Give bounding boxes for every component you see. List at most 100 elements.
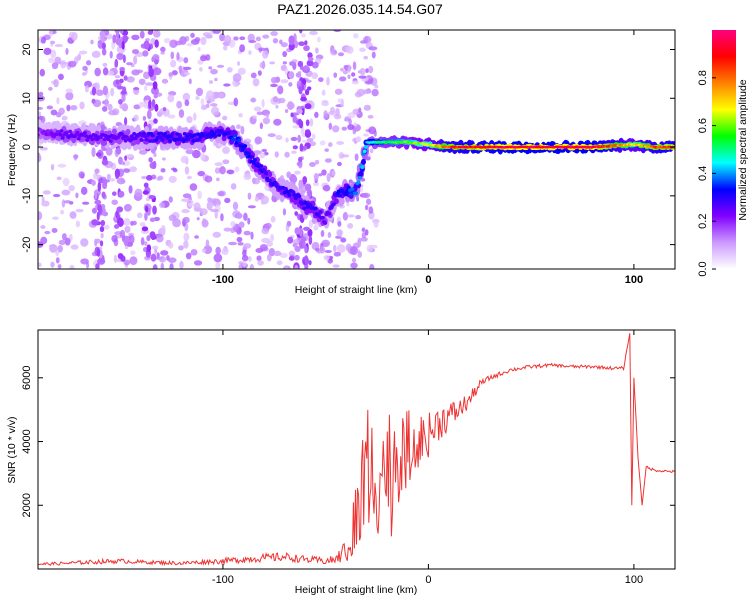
spectrogram-speckle — [294, 40, 299, 49]
spectrogram-speckle — [183, 57, 189, 64]
spectrogram-speckle — [119, 30, 124, 34]
spectrogram-speckle — [122, 54, 126, 64]
spectrogram-ridge-cell — [196, 132, 201, 136]
spectrogram-ridge-cell — [209, 129, 214, 134]
snr-y-axis-label: SNR (10 * v/v) — [6, 416, 18, 483]
spectrogram-speckle — [203, 245, 213, 255]
spectrogram-speckle — [223, 83, 231, 87]
spectrogram-speckle — [143, 71, 150, 80]
spectrogram-speckle — [91, 98, 96, 104]
spectrogram-marks — [38, 30, 675, 269]
spectrogram-speckle — [216, 177, 220, 182]
spectrogram-speckle — [295, 72, 302, 78]
spectrogram-speckle — [217, 92, 225, 98]
spectrogram-speckle — [232, 201, 239, 211]
spectrogram-speckle — [273, 250, 282, 257]
spectrogram-speckle — [272, 37, 279, 44]
spectrogram-speckle — [287, 101, 294, 111]
spectrogram-speckle — [270, 215, 276, 223]
spectrogram-speckle — [200, 104, 208, 111]
spectrogram-speckle — [205, 90, 215, 100]
spectrogram-ridge-cell — [293, 196, 298, 201]
spectrogram-speckle — [204, 175, 213, 183]
spectrogram-speckle — [55, 257, 60, 264]
spectrogram-ridge-cell — [246, 151, 251, 156]
spectrogram-speckle — [73, 154, 78, 161]
spectrogram-speckle — [95, 89, 104, 96]
spectrogram-ridge-cell — [360, 158, 366, 165]
spectrogram-speckle — [340, 154, 350, 158]
spectrogram-speckle — [41, 196, 45, 203]
spectrogram-speckle — [160, 51, 165, 55]
spectrogram-speckle — [270, 31, 278, 37]
spectrogram-speckle — [217, 191, 225, 197]
spectrogram-speckle — [309, 118, 314, 127]
spectrogram-speckle — [324, 148, 329, 152]
spectrogram-speckle — [146, 235, 151, 242]
spectrogram-speckle — [296, 108, 303, 114]
spectrogram-ridge-cell — [207, 132, 212, 136]
spectrogram-ridge-cell — [192, 133, 197, 137]
spectrogram-speckle — [201, 248, 207, 253]
spectrogram-speckle — [197, 47, 201, 52]
spectrogram-ridge-cell — [138, 131, 143, 136]
spectrogram-speckle — [146, 109, 152, 120]
spectrogram-speckle — [313, 181, 320, 187]
colorbar-label: Normalized spectral amplitude — [737, 79, 749, 220]
spectrogram-speckle — [115, 147, 122, 155]
spectrogram-ridge-cell — [160, 138, 165, 142]
spectrogram-speckle — [91, 179, 96, 186]
spectrogram-ridge-cell — [125, 128, 131, 135]
spectrogram-speckle — [94, 199, 102, 205]
spectrogram-ridge-cell — [363, 145, 368, 149]
spectrogram-speckle — [183, 232, 190, 242]
spectrogram-speckle — [153, 94, 158, 99]
spectrogram-speckle — [355, 214, 362, 220]
spectrogram-speckle — [248, 40, 257, 44]
spectrogram-speckle — [309, 162, 316, 167]
spectrogram-speckle — [161, 78, 169, 84]
spectrogram-speckle — [242, 260, 247, 268]
spectrogram-speckle — [361, 227, 366, 233]
spectrogram-speckle — [350, 262, 358, 269]
spectrogram-speckle — [185, 252, 192, 260]
spectrogram-speckle — [314, 111, 319, 119]
spectrogram-speckle — [343, 65, 349, 69]
spectrogram-ridge-cell — [217, 133, 222, 137]
spectrogram-speckle — [354, 153, 359, 161]
spectrogram-ridge-cell — [75, 130, 80, 135]
spectrogram-speckle — [80, 258, 89, 265]
spectrogram-speckle — [259, 243, 268, 251]
spectrogram-speckle — [233, 36, 239, 41]
spectrogram-speckle — [324, 249, 332, 253]
spectrogram-speckle — [38, 211, 43, 221]
spectrogram-speckle — [337, 229, 343, 237]
spectrogram-speckle — [101, 159, 109, 166]
spectrogram-speckle — [301, 236, 307, 242]
spectrogram-speckle — [334, 88, 343, 95]
spectrogram-speckle — [202, 218, 207, 225]
spectrogram-ridge-cell — [354, 191, 359, 196]
spectrogram-speckle — [42, 190, 51, 195]
spectrogram-speckle — [171, 70, 178, 76]
spectrogram-speckle — [75, 192, 79, 199]
spectrogram-speckle — [261, 227, 269, 235]
spectrogram-speckle — [168, 214, 177, 222]
spectrogram-speckle — [129, 166, 138, 173]
spectrogram-speckle — [154, 103, 159, 112]
spectrogram-speckle — [353, 33, 359, 39]
spectrogram-ridge-cell — [177, 134, 182, 138]
spectrogram-speckle — [94, 238, 98, 247]
spectrogram-speckle — [250, 97, 257, 103]
spectrogram-speckle — [369, 264, 375, 269]
spectrogram-speckle — [226, 67, 233, 73]
y-tick-label: -10 — [21, 188, 33, 204]
spectrogram-speckle — [351, 80, 360, 85]
spectrogram-speckle — [102, 178, 108, 186]
spectrogram-speckle — [313, 173, 319, 181]
spectrogram-speckle — [259, 61, 266, 69]
spectrogram-speckle — [323, 110, 328, 118]
spectrogram-speckle — [261, 148, 268, 153]
spectrogram-speckle — [142, 50, 149, 57]
spectrogram-speckle — [167, 114, 176, 119]
